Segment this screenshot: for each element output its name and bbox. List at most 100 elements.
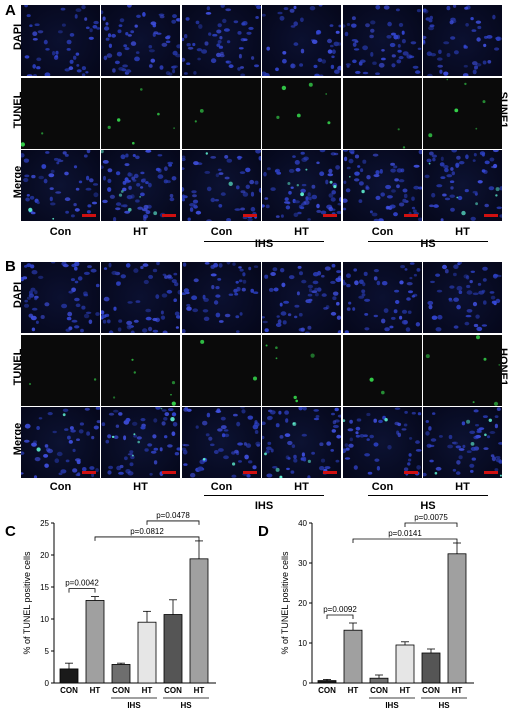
- group-label: HS: [438, 701, 450, 710]
- panel-b-col-label: Con: [210, 481, 233, 493]
- y-tick-label: 25: [40, 519, 49, 528]
- y-tick-label: 0: [45, 679, 50, 688]
- scale-bar: [162, 214, 176, 217]
- p-value-label: p=0.0075: [414, 513, 448, 522]
- micrograph-tunel: [343, 78, 422, 149]
- micrograph-tunel: [101, 335, 180, 406]
- x-tick-label: CON: [422, 686, 440, 695]
- p-value-label: p=0.0478: [156, 511, 190, 520]
- panel-b-col-label: Con: [49, 481, 72, 493]
- panel-a-letter: A: [5, 2, 16, 19]
- bar: [189, 558, 209, 684]
- micrograph-tunel: [423, 335, 502, 406]
- panel-b-group-ihs: IHS: [254, 500, 274, 512]
- bar: [395, 644, 415, 684]
- p-value-label: p=0.0092: [323, 605, 357, 614]
- micrograph-tunel: [262, 78, 341, 149]
- panel-d-chart: 0 10 20 30 40 % of TUNEL positive cells CON HT C…: [280, 513, 474, 710]
- bar: [85, 600, 105, 684]
- scale-bar: [404, 214, 418, 217]
- micrograph-dapi: [423, 262, 502, 333]
- significance-bracket: [68, 588, 96, 593]
- micrograph-tunel: [21, 335, 100, 406]
- significance-bracket: [146, 520, 200, 525]
- micrograph-dapi: [101, 5, 180, 76]
- micrograph-tunel: [21, 78, 100, 149]
- significance-bracket: [404, 522, 458, 527]
- scale-bar: [243, 214, 257, 217]
- micrograph-dapi: [262, 5, 341, 76]
- micrograph-tunel: [101, 78, 180, 149]
- micrograph-tunel: [182, 335, 261, 406]
- panel-b-col-label: HT: [133, 481, 148, 493]
- panel-a-col-label: HT: [455, 226, 470, 238]
- scale-bar: [323, 471, 337, 474]
- micrograph-dapi: [182, 262, 261, 333]
- significance-bracket: [352, 538, 458, 543]
- micrograph-merge: [423, 407, 502, 478]
- x-tick-label: HT: [90, 686, 101, 695]
- x-tick-label: CON: [112, 686, 130, 695]
- micrograph-merge: [182, 407, 261, 478]
- p-value-label: p=0.0042: [65, 579, 99, 588]
- scale-bar: [82, 471, 96, 474]
- micrograph-dapi: [182, 5, 261, 76]
- panel-a-group-hs: HS: [420, 238, 436, 250]
- x-tick-label: HT: [452, 686, 463, 695]
- panel-c-letter: C: [5, 523, 16, 540]
- bar: [447, 553, 467, 684]
- scale-bar: [162, 471, 176, 474]
- bar: [369, 677, 389, 684]
- scale-bar: [484, 214, 498, 217]
- x-tick-label: CON: [164, 686, 182, 695]
- y-tick-label: 20: [40, 551, 49, 560]
- micrograph-merge: [423, 150, 502, 221]
- bar: [163, 614, 183, 684]
- x-tick-label: CON: [370, 686, 388, 695]
- micrograph-dapi: [343, 262, 422, 333]
- panel-a-col-label: Con: [49, 226, 72, 238]
- panel-b-col-label: Con: [371, 481, 394, 493]
- bar: [111, 664, 131, 684]
- micrograph-merge: [343, 150, 422, 221]
- scale-bar: [82, 214, 96, 217]
- micrograph-dapi: [21, 262, 100, 333]
- panel-b-hs-line: [368, 495, 488, 496]
- panel-d-letter: D: [258, 523, 269, 540]
- panel-a-group-ihs: IHS: [254, 238, 274, 250]
- x-tick-label: HT: [400, 686, 411, 695]
- micrograph-merge: [101, 150, 180, 221]
- panel-a-col-label: Con: [371, 226, 394, 238]
- panel-a-ihs-line: [204, 241, 324, 242]
- x-tick-label: HT: [142, 686, 153, 695]
- bar: [343, 629, 363, 684]
- y-tick-label: 30: [298, 559, 307, 568]
- y-tick-label: 10: [40, 615, 49, 624]
- micrograph-merge: [21, 407, 100, 478]
- panel-b-col-label: HT: [294, 481, 309, 493]
- bar: [137, 621, 157, 684]
- x-tick-label: HT: [194, 686, 205, 695]
- micrograph-merge: [262, 407, 341, 478]
- scale-bar: [243, 471, 257, 474]
- scale-bar: [484, 471, 498, 474]
- panel-b-group-hs: HS: [420, 500, 436, 512]
- panel-a-col-label: HT: [294, 226, 309, 238]
- micrograph-dapi: [262, 262, 341, 333]
- p-value-label: p=0.0141: [388, 529, 422, 538]
- significance-bracket: [94, 536, 200, 541]
- bar: [317, 680, 337, 684]
- y-tick-label: 0: [303, 679, 308, 688]
- micrograph-tunel: [423, 78, 502, 149]
- bar: [421, 652, 441, 684]
- panel-b-col-label: HT: [455, 481, 470, 493]
- y-tick-label: 40: [298, 519, 307, 528]
- micrograph-merge: [182, 150, 261, 221]
- group-label: IHS: [127, 701, 141, 710]
- y-axis-label: % of TUNEL positive cells: [22, 551, 32, 655]
- micrograph-tunel: [343, 335, 422, 406]
- micrograph-merge: [101, 407, 180, 478]
- micrograph-tunel: [262, 335, 341, 406]
- panel-a-col-label: HT: [133, 226, 148, 238]
- micrograph-merge: [262, 150, 341, 221]
